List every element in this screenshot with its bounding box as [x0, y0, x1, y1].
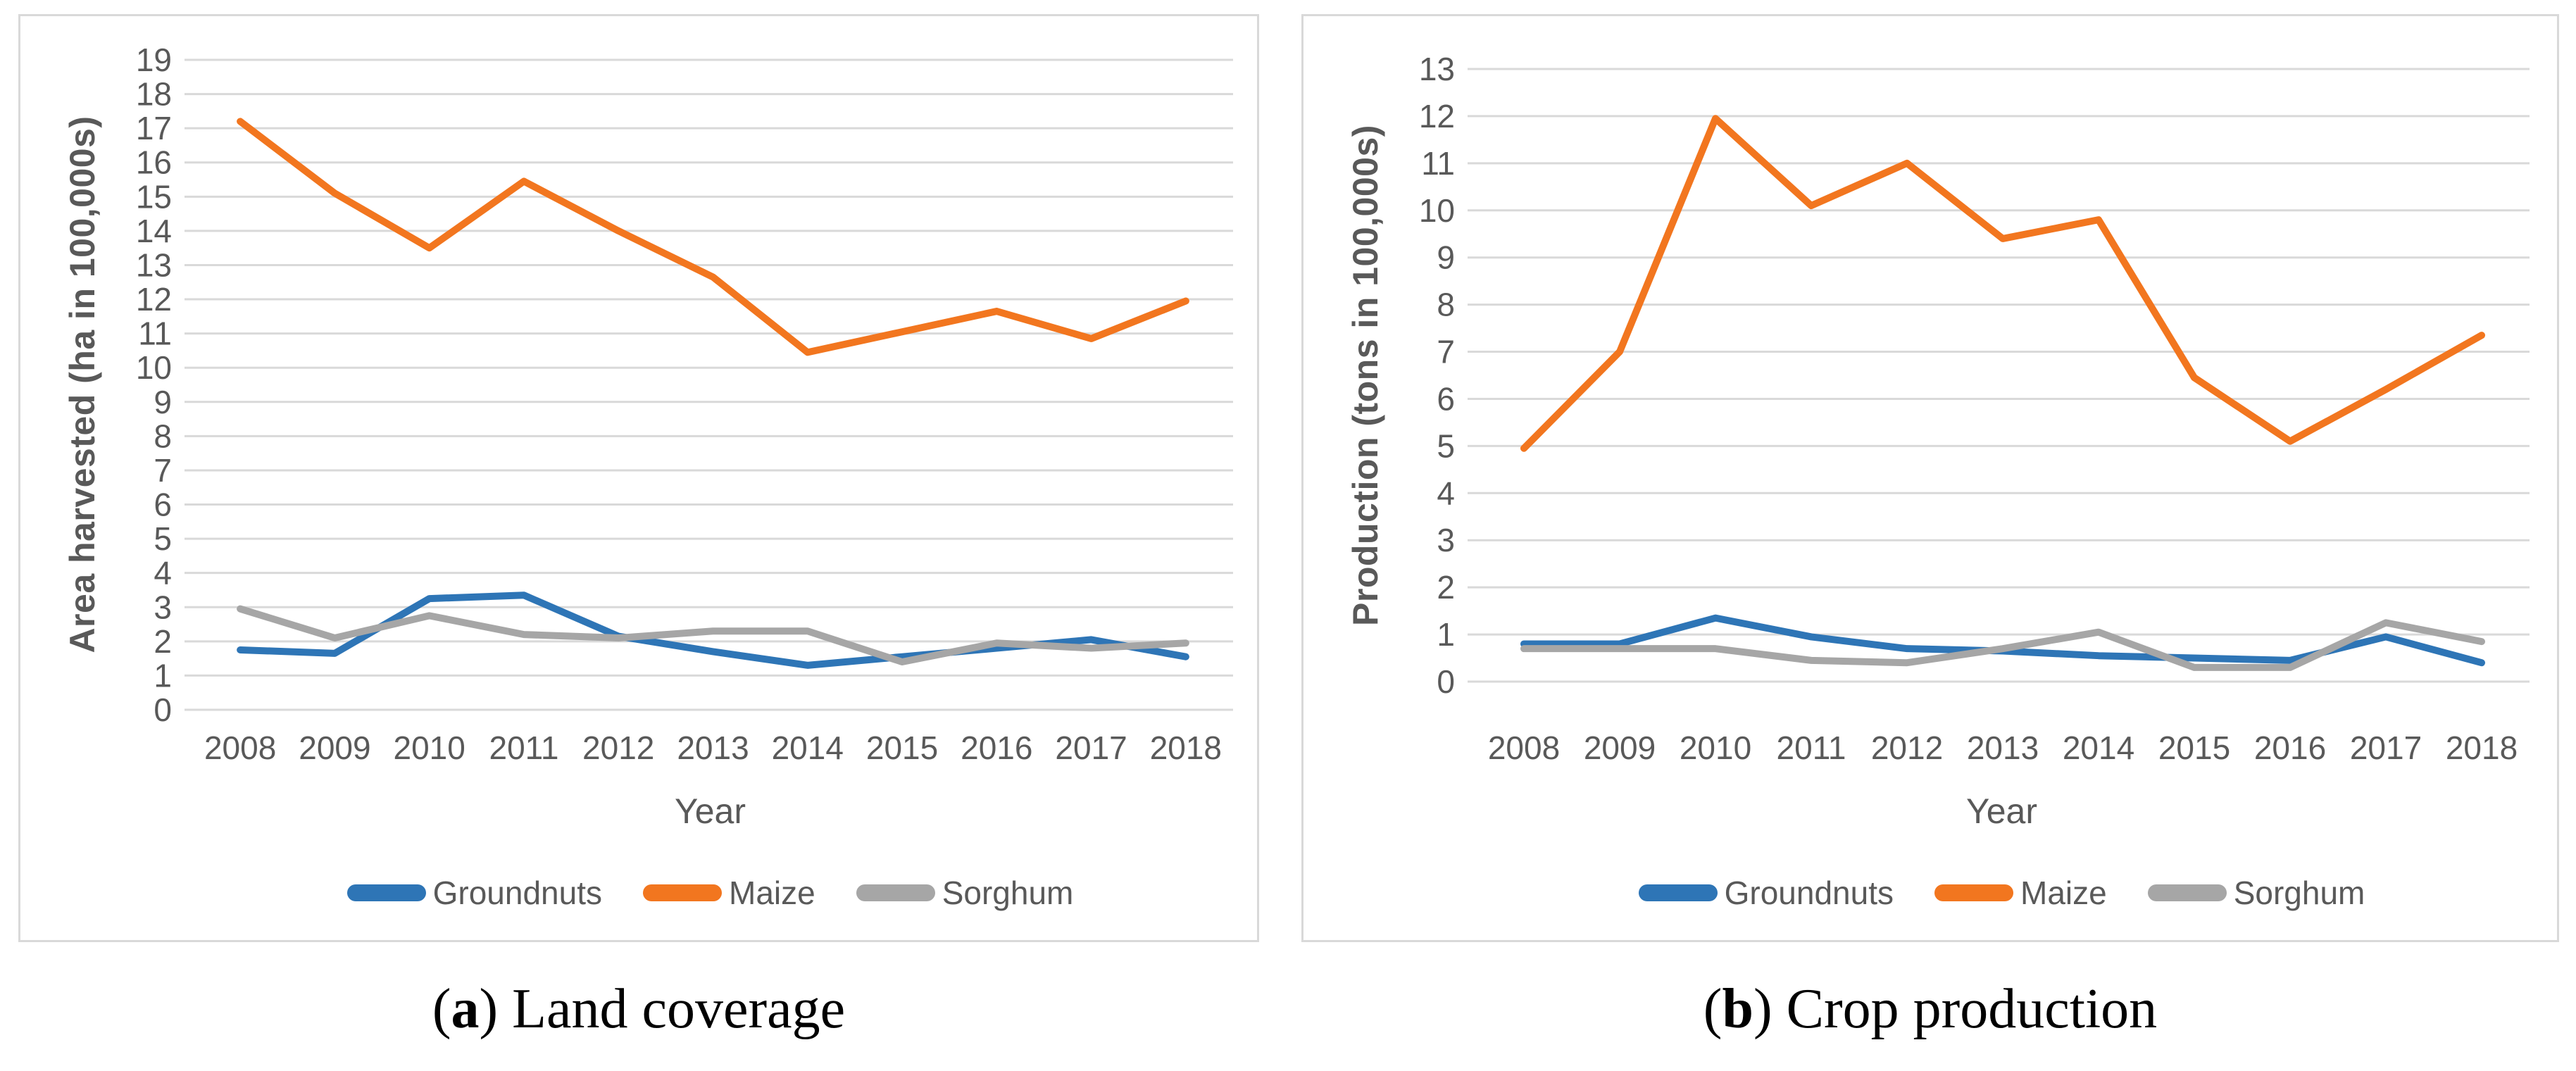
- x-tick-label: 2015: [2158, 729, 2230, 766]
- y-tick-label: 12: [1419, 98, 1455, 134]
- y-tick-label: 13: [136, 246, 172, 283]
- y-tick-label: 7: [154, 452, 172, 489]
- y-tick-label: 10: [136, 349, 172, 386]
- y-tick-label: 9: [154, 384, 172, 420]
- y-tick-label: 4: [1437, 475, 1455, 511]
- legend-item-groundnuts: Groundnuts: [1638, 874, 1894, 912]
- x-tick-label: 2016: [961, 729, 1032, 766]
- series-line-maize: [237, 118, 1189, 356]
- legend-swatch-maize: [1934, 884, 2013, 901]
- legend-label: Maize: [729, 875, 815, 911]
- y-tick-label: 3: [1437, 522, 1455, 558]
- legend-item-maize: Maize: [1934, 874, 2107, 912]
- y-tick-label: 13: [1419, 51, 1455, 87]
- x-axis-title: Year: [1965, 791, 2038, 831]
- y-tick-label: 2: [154, 623, 172, 660]
- x-tick-label: 2015: [866, 729, 938, 766]
- x-tick-label: 2018: [1150, 729, 1222, 766]
- legend-label: Groundnuts: [1724, 875, 1894, 911]
- legend-swatch-groundnuts: [1638, 884, 1718, 901]
- y-tick-label: 8: [1437, 287, 1455, 323]
- y-tick-label: 12: [136, 281, 172, 318]
- y-tick-label: 3: [154, 589, 172, 625]
- x-tick-label: 2018: [2446, 729, 2518, 766]
- legend-swatch-sorghum: [2147, 884, 2227, 901]
- legend-label: Sorghum: [2233, 875, 2365, 911]
- x-tick-label: 2014: [2063, 729, 2134, 766]
- legend-swatch-groundnuts: [346, 884, 426, 901]
- caption-text: Land coverage: [512, 978, 846, 1040]
- y-tick-label: 16: [136, 144, 172, 181]
- legend-item-sorghum: Sorghum: [2147, 874, 2365, 912]
- x-tick-label: 2012: [582, 729, 654, 766]
- caption-letter: b: [1722, 978, 1753, 1040]
- y-tick-label: 1: [154, 657, 172, 694]
- legend-item-maize: Maize: [643, 874, 815, 912]
- series-line-maize: [1520, 115, 2485, 452]
- y-tick-label: 10: [1419, 192, 1455, 229]
- x-tick-label: 2017: [1055, 729, 1127, 766]
- chart-panel-a: Area harvested (ha in 100,000s) 19 18 17 16…: [18, 14, 1259, 942]
- caption-letter: a: [451, 978, 480, 1040]
- series-line-groundnuts: [1520, 614, 2485, 667]
- x-axis-title: Year: [674, 791, 746, 831]
- legend: Groundnuts Maize Sorghum: [1476, 874, 2527, 912]
- x-tick-label: 2010: [394, 729, 465, 766]
- legend-label: Groundnuts: [432, 875, 602, 911]
- y-tick-label: 18: [136, 76, 172, 113]
- chart-panel-b: Production (tons in 100,000s) 13 12 11 10 9 8…: [1301, 14, 2559, 942]
- series-line-sorghum: [237, 605, 1189, 665]
- y-tick-label: 5: [1437, 427, 1455, 464]
- y-tick-label: 11: [1421, 145, 1455, 182]
- x-tick-label: 2016: [2254, 729, 2326, 766]
- y-tick-label: 14: [136, 213, 172, 249]
- caption-b: (b) Crop production: [1301, 977, 2559, 1041]
- caption-close-paren: ): [479, 978, 499, 1040]
- x-tick-label: 2014: [772, 729, 844, 766]
- x-tick-label: 2012: [1871, 729, 1943, 766]
- y-tick-label: 6: [1437, 380, 1455, 417]
- x-tick-label: 2008: [204, 729, 276, 766]
- series-line-sorghum: [1520, 619, 2485, 671]
- y-tick-label: 0: [154, 691, 172, 728]
- y-tick-label: 5: [154, 520, 172, 557]
- x-tick-label: 2017: [2350, 729, 2422, 766]
- legend-label: Sorghum: [942, 875, 1074, 911]
- caption-text: Crop production: [1786, 978, 2158, 1040]
- x-tick-label: 2008: [1488, 729, 1560, 766]
- caption-a: (a) Land coverage: [18, 977, 1259, 1041]
- y-tick-label: 17: [136, 110, 172, 146]
- legend: Groundnuts Maize Sorghum: [193, 874, 1227, 912]
- legend-swatch-sorghum: [856, 884, 935, 901]
- y-tick-label: 15: [136, 178, 172, 215]
- legend-swatch-maize: [643, 884, 722, 901]
- y-tick-label: 2: [1437, 569, 1455, 606]
- caption-open-paren: (: [1703, 978, 1722, 1040]
- x-tick-label: 2013: [677, 729, 749, 766]
- y-tick-label: 4: [154, 555, 172, 591]
- caption-open-paren: (: [432, 978, 451, 1040]
- y-tick-label: 6: [154, 487, 172, 523]
- y-tick-label: 9: [1437, 239, 1455, 276]
- x-tick-label: 2011: [1777, 729, 1846, 766]
- x-tick-label: 2013: [1967, 729, 2039, 766]
- y-tick-label: 0: [1437, 663, 1455, 700]
- x-tick-label: 2009: [299, 729, 370, 766]
- legend-label: Maize: [2020, 875, 2107, 911]
- y-tick-label: 11: [138, 315, 172, 352]
- legend-item-sorghum: Sorghum: [856, 874, 1074, 912]
- y-tick-label: 7: [1437, 334, 1455, 370]
- legend-item-groundnuts: Groundnuts: [346, 874, 602, 912]
- x-tick-label: 2011: [489, 729, 558, 766]
- y-tick-label: 8: [154, 418, 172, 454]
- y-tick-label: 1: [1437, 616, 1455, 653]
- x-tick-label: 2009: [1584, 729, 1656, 766]
- y-tick-label: 19: [136, 42, 172, 78]
- caption-close-paren: ): [1753, 978, 1772, 1040]
- x-tick-label: 2010: [1680, 729, 1751, 766]
